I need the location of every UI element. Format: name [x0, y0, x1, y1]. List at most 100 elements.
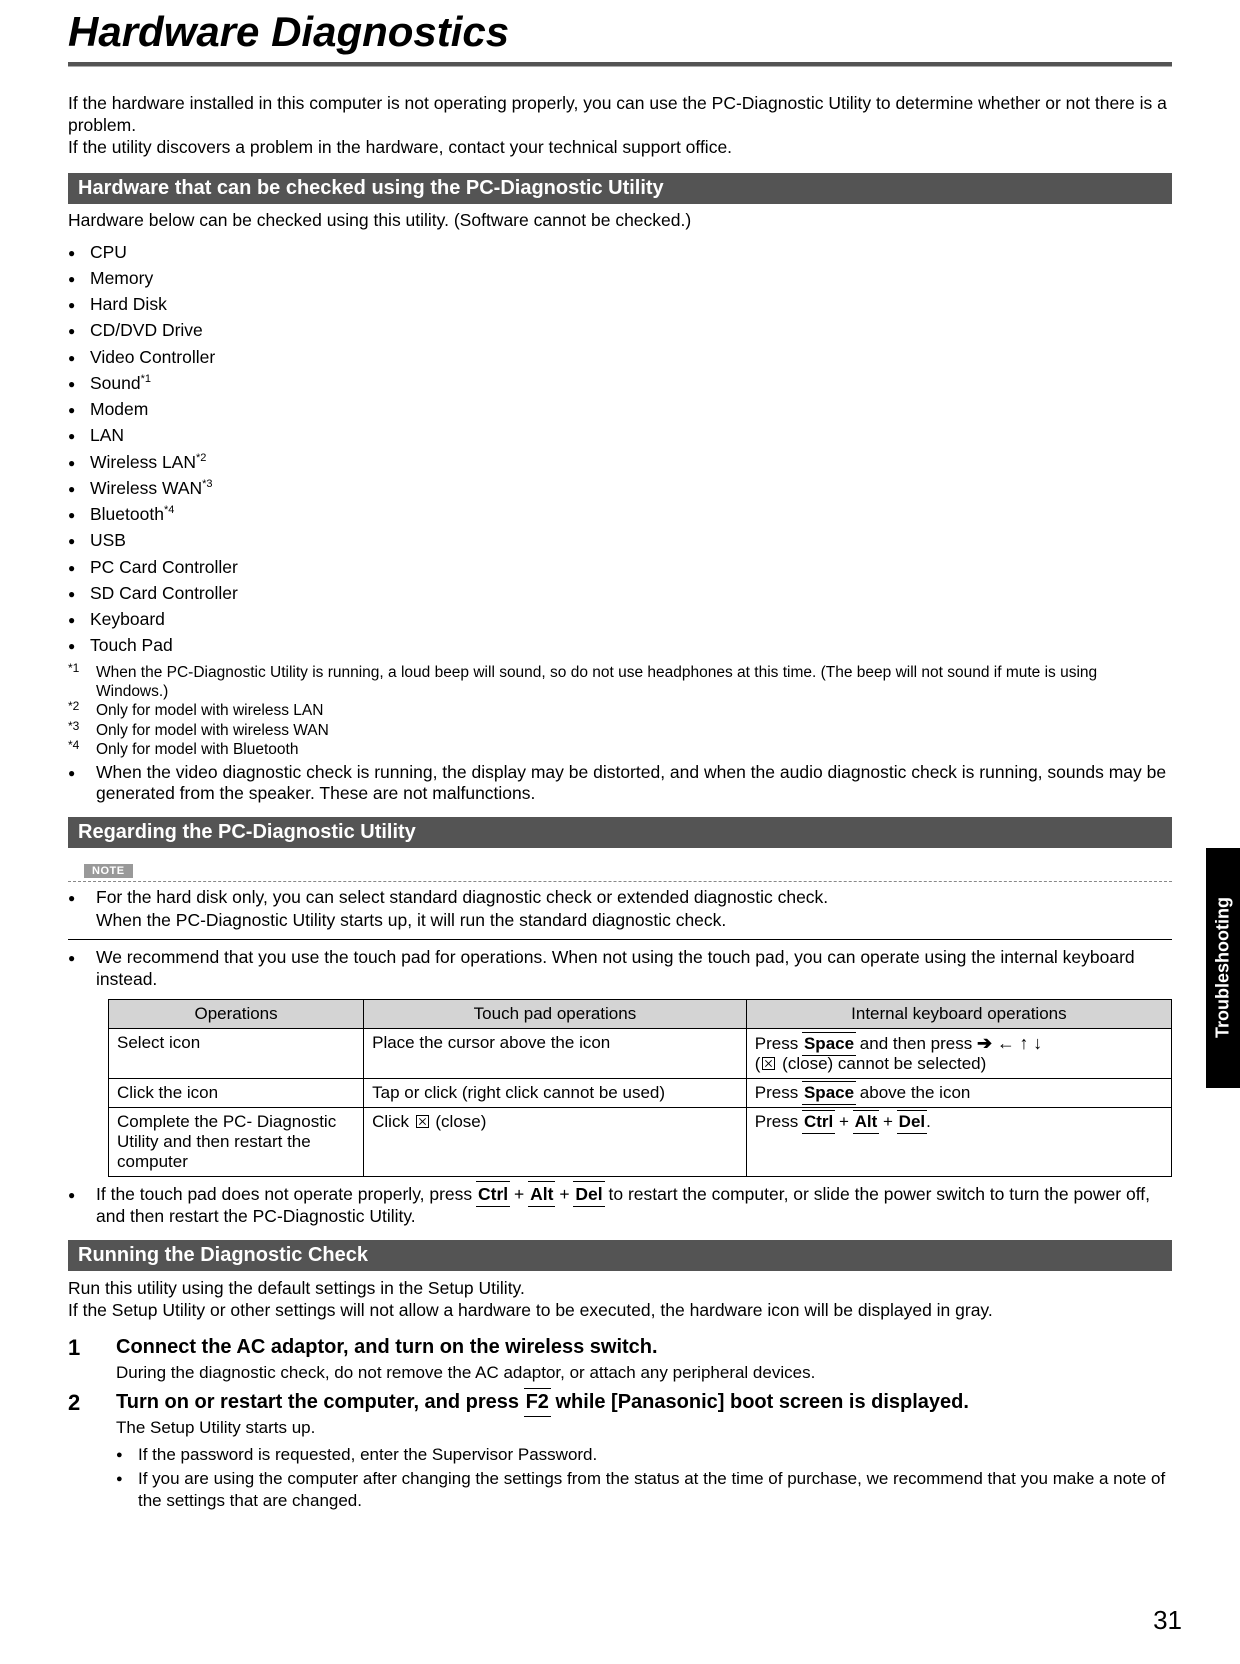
- operations-table: Operations Touch pad operations Internal…: [108, 999, 1172, 1177]
- footnote: *1When the PC-Diagnostic Utility is runn…: [68, 663, 1172, 702]
- t: Click: [372, 1112, 414, 1131]
- bullet-icon: ●: [68, 1183, 96, 1228]
- list-item: Wireless WAN*3: [90, 475, 1172, 501]
- keycap-del: Del: [574, 1183, 603, 1205]
- list-item: CD/DVD Drive: [90, 317, 1172, 343]
- list-item: Hard Disk: [90, 291, 1172, 317]
- arrow-left-icon: ←: [997, 1033, 1015, 1053]
- note-item: ● We recommend that you use the touch pa…: [68, 946, 1172, 991]
- fn-text: When the PC-Diagnostic Utility is runnin…: [96, 663, 1172, 702]
- step-text: The Setup Utility starts up.: [116, 1417, 1172, 1439]
- step-title: Turn on or restart the computer, and pre…: [116, 1390, 1172, 1415]
- keycap-ctrl: Ctrl: [803, 1112, 834, 1132]
- thin-rule: [68, 939, 1172, 940]
- sup: *1: [141, 373, 151, 385]
- list-item: CPU: [90, 239, 1172, 265]
- section1-subtext: Hardware below can be checked using this…: [68, 210, 1172, 231]
- fn-mark: *1: [68, 661, 96, 700]
- list-item: If you are using the computer after chan…: [116, 1468, 1172, 1512]
- post-note: ● When the video diagnostic check is run…: [68, 762, 1172, 806]
- list-item: SD Card Controller: [90, 580, 1172, 606]
- cell: Press Space above the icon: [746, 1078, 1171, 1107]
- page-number: 31: [1153, 1605, 1182, 1636]
- list-item: Sound*1: [90, 370, 1172, 396]
- keycap-ctrl: Ctrl: [477, 1183, 509, 1205]
- t: Run this utility using the default setti…: [68, 1278, 525, 1298]
- section1-heading: Hardware that can be checked using the P…: [68, 173, 1172, 204]
- t: and then press: [855, 1034, 977, 1053]
- table-row: Complete the PC- Diagnostic Utility and …: [109, 1107, 1172, 1176]
- t: Press: [755, 1034, 803, 1053]
- t: Turn on or restart the computer, and pre…: [116, 1391, 525, 1413]
- t: +: [834, 1112, 853, 1131]
- keycap-space: Space: [803, 1083, 855, 1103]
- sup: *4: [164, 504, 174, 516]
- list-item: If the password is requested, enter the …: [116, 1444, 1172, 1466]
- t: (close) cannot be selected): [777, 1054, 986, 1073]
- sup: *3: [202, 478, 212, 490]
- t: (close): [431, 1112, 487, 1131]
- bullet-icon: ●: [68, 886, 96, 931]
- item-text: Wireless WAN: [90, 478, 202, 498]
- list-item: PC Card Controller: [90, 554, 1172, 580]
- arrow-right-icon: ➔: [977, 1033, 992, 1053]
- section3-heading: Running the Diagnostic Check: [68, 1240, 1172, 1271]
- item-text: Bluetooth: [90, 504, 164, 524]
- list-item: LAN: [90, 422, 1172, 448]
- t: If the Setup Utility or other settings w…: [68, 1300, 993, 1320]
- footnotes: *1When the PC-Diagnostic Utility is runn…: [68, 663, 1172, 760]
- step2-bullets: If the password is requested, enter the …: [116, 1444, 1172, 1512]
- fn-text: Only for model with wireless WAN: [96, 721, 329, 740]
- bullet-icon: ●: [68, 762, 96, 806]
- cell: Select icon: [109, 1028, 364, 1078]
- post-note-text: When the video diagnostic check is runni…: [96, 762, 1172, 806]
- t: .: [926, 1112, 931, 1131]
- note-item: ● For the hard disk only, you can select…: [68, 886, 1172, 931]
- keycap-alt: Alt: [854, 1112, 879, 1132]
- note-text: We recommend that you use the touch pad …: [96, 946, 1172, 991]
- cell: Place the cursor above the icon: [364, 1028, 747, 1078]
- side-tab-troubleshooting: Troubleshooting: [1206, 848, 1240, 1088]
- fn-mark: *4: [68, 738, 96, 757]
- table-header-row: Operations Touch pad operations Internal…: [109, 999, 1172, 1028]
- dashed-rule: [68, 881, 1172, 882]
- t: above the icon: [855, 1083, 970, 1102]
- note-label: NOTE: [84, 864, 133, 878]
- th-keyboard: Internal keyboard operations: [746, 999, 1171, 1028]
- item-text: Wireless LAN: [90, 452, 196, 472]
- list-item: USB: [90, 527, 1172, 553]
- note-text: When the PC-Diagnostic Utility starts up…: [96, 910, 726, 930]
- step-1: 1 Connect the AC adaptor, and turn on th…: [68, 1335, 1172, 1384]
- t: Press: [755, 1112, 803, 1131]
- keycap-del: Del: [898, 1112, 926, 1132]
- cell: Press Space and then press ➔ ← ↑ ↓ ( (cl…: [746, 1028, 1171, 1078]
- step-2: 2 Turn on or restart the computer, and p…: [68, 1390, 1172, 1513]
- intro-line1: If the hardware installed in this comput…: [68, 93, 1167, 135]
- list-item: Video Controller: [90, 344, 1172, 370]
- keycap-alt: Alt: [529, 1183, 554, 1205]
- t: If the touch pad does not operate proper…: [96, 1184, 477, 1204]
- sup: *2: [196, 452, 206, 464]
- list-item: Modem: [90, 396, 1172, 422]
- t: +: [878, 1112, 897, 1131]
- close-icon: [762, 1057, 775, 1070]
- cell: Click (close): [364, 1107, 747, 1176]
- fn-mark: *3: [68, 719, 96, 738]
- cell: Click the icon: [109, 1078, 364, 1107]
- table-row: Select icon Place the cursor above the i…: [109, 1028, 1172, 1078]
- fn-mark: *2: [68, 699, 96, 718]
- list-item: Memory: [90, 265, 1172, 291]
- t: while [Panasonic] boot screen is display…: [550, 1391, 969, 1413]
- step-title: Connect the AC adaptor, and turn on the …: [116, 1335, 1172, 1360]
- bullet-icon: ●: [68, 946, 96, 991]
- footnote: *4Only for model with Bluetooth: [68, 740, 1172, 759]
- t: +: [554, 1184, 574, 1204]
- close-icon: [416, 1115, 429, 1128]
- t: Press: [755, 1083, 803, 1102]
- fn-text: Only for model with Bluetooth: [96, 740, 298, 759]
- footnote: *2Only for model with wireless LAN: [68, 701, 1172, 720]
- step-number: 2: [68, 1390, 116, 1513]
- t: (: [755, 1054, 761, 1073]
- run-intro: Run this utility using the default setti…: [68, 1277, 1172, 1322]
- intro-text: If the hardware installed in this comput…: [68, 93, 1172, 159]
